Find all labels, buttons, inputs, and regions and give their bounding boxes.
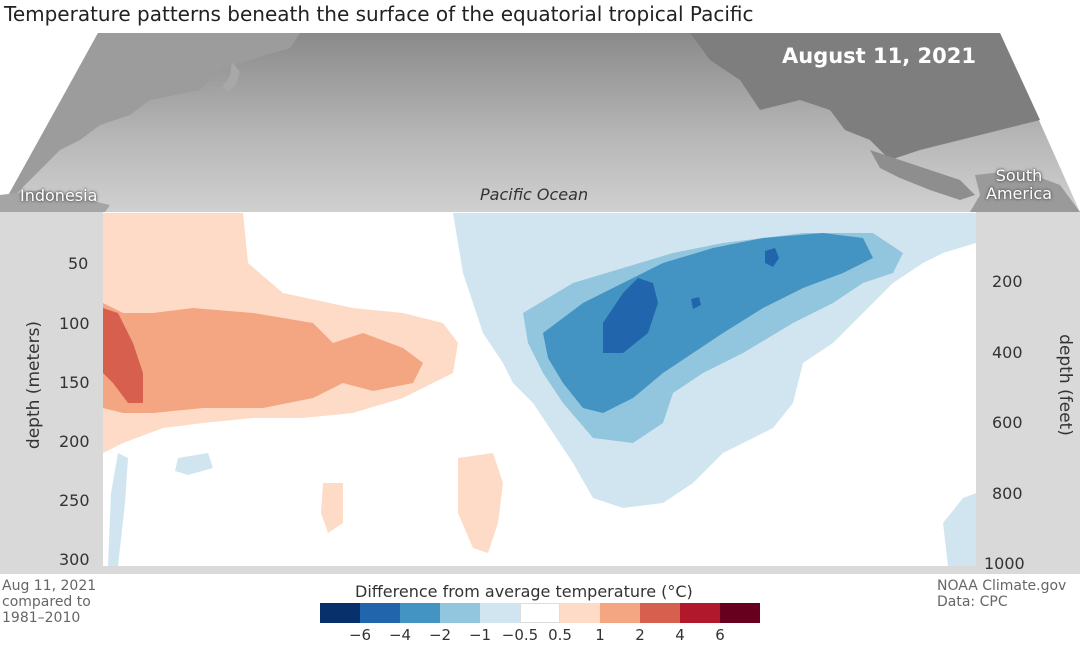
legend-label: −6 [348, 626, 372, 644]
right-axis-panel [976, 212, 1080, 574]
south-america-landmass [970, 170, 1080, 212]
south-america-label-line2: America [986, 184, 1052, 203]
legend-swatch [600, 603, 640, 623]
warm-anomaly-1-region [103, 303, 423, 413]
left-tick-100: 100 [59, 314, 90, 333]
legend-swatch [520, 603, 560, 623]
comparison-period: 1981–2010 [2, 610, 81, 626]
legend-label: 4 [675, 626, 685, 644]
legend-swatch [440, 603, 480, 623]
credit-data: Data: CPC [937, 594, 1008, 610]
warm-patch-deep-1 [458, 453, 503, 553]
comparison-note: Aug 11, 2021 compared to 1981–2010 [2, 578, 96, 626]
south-america-label: South America [986, 167, 1052, 203]
legend-label: −4 [388, 626, 412, 644]
asia-landmass [0, 33, 300, 212]
left-tick-300: 300 [59, 550, 90, 569]
warm-anomaly-west-top [103, 213, 133, 273]
legend-swatch [560, 603, 600, 623]
legend-label: −1 [468, 626, 492, 644]
right-tick-800: 800 [992, 484, 1023, 503]
left-tick-200: 200 [59, 432, 90, 451]
map-panel [0, 33, 1080, 212]
color-legend [320, 603, 760, 623]
cool-anomaly-4-region [603, 278, 658, 353]
cool-patch-deep-2 [943, 493, 976, 566]
right-tick-600: 600 [992, 413, 1023, 432]
right-axis-title: depth (feet) [1055, 334, 1075, 436]
legend-swatch [680, 603, 720, 623]
japan-islands [222, 62, 240, 92]
south-america-label-line1: South [995, 166, 1043, 185]
left-tick-150: 150 [59, 373, 90, 392]
legend-label: 1 [595, 626, 605, 644]
right-tick-1000: 1000 [984, 554, 1025, 573]
legend-label: −0.5 [501, 626, 539, 644]
legend-title: Difference from average temperature (°C) [355, 582, 693, 601]
right-tick-400: 400 [992, 343, 1023, 362]
warm-patch-deep-2 [321, 483, 343, 533]
north-america-landmass [690, 33, 1040, 160]
left-axis-title: depth (meters) [24, 320, 44, 450]
legend-label: 0.5 [548, 626, 572, 644]
credit-source: NOAA Climate.gov [937, 578, 1067, 594]
bottom-axis-strip [0, 566, 1080, 574]
comparison-date: Aug 11, 2021 [2, 578, 97, 594]
anomaly-cross-section [103, 213, 976, 566]
credits: NOAA Climate.gov Data: CPC [937, 578, 1066, 610]
left-axis-panel [0, 212, 103, 574]
legend-label: 6 [715, 626, 725, 644]
legend-swatch [640, 603, 680, 623]
central-america-landmass [870, 150, 975, 200]
cool-anomaly-4-small-2 [691, 297, 701, 309]
legend-label: −2 [428, 626, 452, 644]
legend-swatch [400, 603, 440, 623]
legend-swatch [320, 603, 360, 623]
right-tick-200: 200 [992, 272, 1023, 291]
legend-swatch [720, 603, 760, 623]
cool-patch-deep-3 [108, 453, 128, 566]
legend-label: 2 [635, 626, 645, 644]
warm-anomaly-2-region [103, 308, 143, 403]
date-label: August 11, 2021 [782, 44, 976, 68]
indonesia-label: Indonesia [20, 186, 98, 205]
cool-anomaly-2-region [543, 233, 873, 413]
comparison-text: compared to [2, 594, 91, 610]
legend-swatch [360, 603, 400, 623]
legend-swatch [480, 603, 520, 623]
left-tick-250: 250 [59, 491, 90, 510]
anomaly-contours [103, 213, 976, 566]
page-title: Temperature patterns beneath the surface… [4, 2, 754, 26]
left-tick-50: 50 [68, 254, 89, 273]
cool-anomaly-4-small-1 [765, 248, 779, 267]
indonesia-islands [0, 190, 110, 212]
pacific-ocean-label: Pacific Ocean [480, 185, 589, 204]
cool-patch-deep-1 [175, 453, 213, 475]
